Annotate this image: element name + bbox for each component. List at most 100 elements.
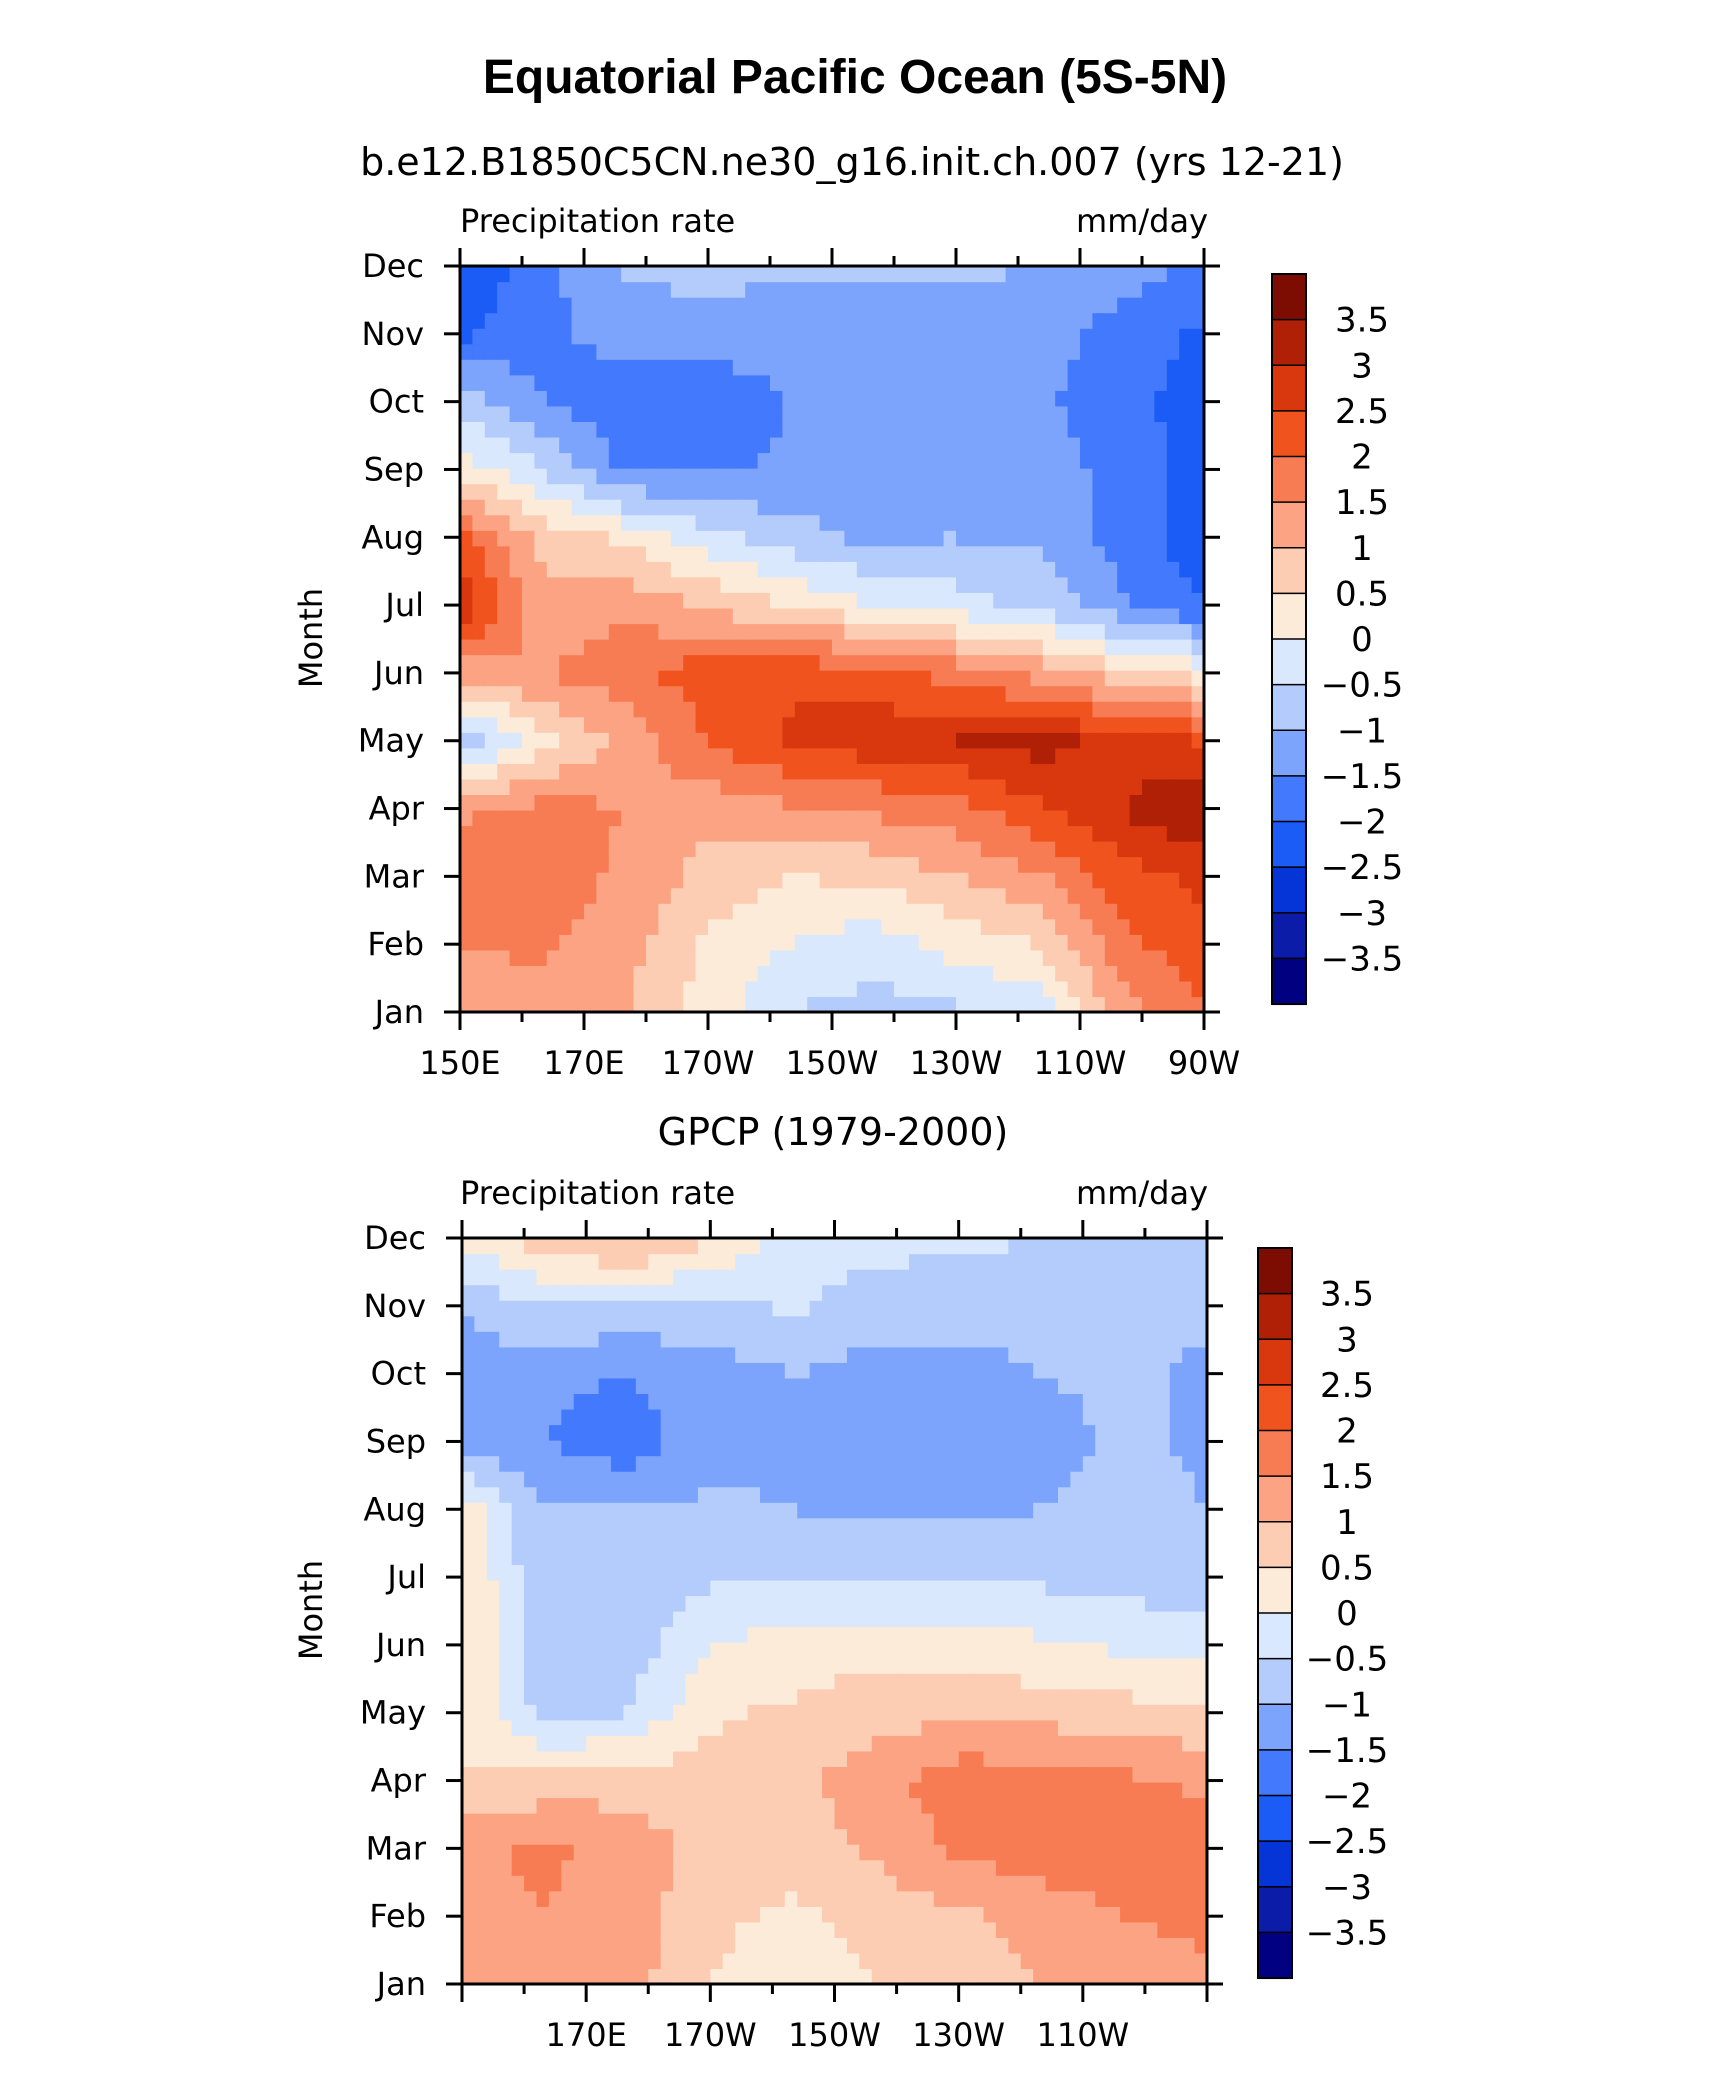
- heatmap-cell: [745, 980, 759, 998]
- heatmap-cell: [859, 1859, 873, 1876]
- heatmap-cell: [946, 1486, 960, 1503]
- heatmap-cell: [561, 1735, 575, 1752]
- heatmap-cell: [670, 405, 684, 423]
- heatmap-cell: [1070, 1595, 1084, 1612]
- heatmap-cell: [1070, 1704, 1084, 1721]
- heatmap-cell: [708, 390, 721, 407]
- heatmap-cell: [710, 1673, 724, 1690]
- heatmap-cell: [1008, 1937, 1022, 1954]
- heatmap-cell: [720, 685, 734, 702]
- heatmap-cell: [633, 405, 647, 423]
- heatmap-cell: [794, 949, 808, 966]
- heatmap-cell: [745, 747, 759, 764]
- heatmap-cell: [486, 1937, 500, 1954]
- heatmap-cell: [918, 561, 932, 578]
- heatmap-cell: [1129, 887, 1143, 904]
- heatmap-cell: [1144, 1750, 1158, 1768]
- heatmap-cell: [971, 1750, 985, 1768]
- heatmap-cell: [695, 685, 709, 702]
- heatmap-cell: [809, 1906, 823, 1923]
- heatmap-cell: [956, 328, 969, 345]
- heatmap-cell: [794, 545, 808, 562]
- heatmap-cell: [943, 639, 957, 656]
- heatmap-cell: [1157, 1517, 1171, 1534]
- heatmap-cell: [968, 856, 982, 873]
- heatmap-cell: [871, 1533, 885, 1550]
- heatmap-cell: [1095, 1579, 1109, 1597]
- heatmap-cell: [732, 514, 746, 531]
- heatmap-cell: [559, 903, 573, 920]
- heatmap-cell: [670, 499, 684, 516]
- heatmap-cell: [807, 607, 821, 625]
- heatmap-cell: [819, 328, 833, 345]
- heatmap-cell: [646, 670, 659, 687]
- heatmap-cell: [906, 266, 920, 283]
- heatmap-cell: [797, 1579, 811, 1597]
- heatmap-cell: [747, 1502, 761, 1519]
- heatmap-cell: [1142, 809, 1155, 827]
- heatmap-cell: [784, 1813, 798, 1830]
- heatmap-cell: [1045, 1657, 1059, 1674]
- heatmap-cell: [1182, 1828, 1196, 1845]
- heatmap-cell: [794, 390, 808, 407]
- heatmap-cell: [869, 934, 883, 951]
- heatmap-cell: [921, 1921, 935, 1938]
- heatmap-cell: [784, 1564, 798, 1581]
- heatmap-cell: [906, 499, 920, 516]
- heatmap-cell: [1142, 841, 1155, 858]
- heatmap-cell: [524, 1579, 538, 1597]
- heatmap-cell: [720, 576, 734, 593]
- heatmap-cell: [708, 980, 721, 998]
- heatmap-cell: [980, 980, 994, 998]
- heatmap-cell: [571, 576, 585, 593]
- heatmap-cell: [1117, 468, 1131, 485]
- heatmap-cell: [511, 1688, 525, 1705]
- heatmap-cell: [474, 1611, 488, 1628]
- heatmap-cell: [894, 328, 907, 345]
- heatmap-cell: [608, 514, 622, 531]
- heatmap-cell: [1191, 732, 1205, 749]
- heatmap-cell: [918, 872, 932, 889]
- heatmap-cell: [1092, 965, 1106, 982]
- heatmap-cell: [1092, 654, 1106, 671]
- heatmap-cell: [697, 1968, 711, 1985]
- heatmap-cell: [918, 343, 932, 360]
- heatmap-cell: [921, 1517, 935, 1534]
- heatmap-cell: [1142, 468, 1155, 485]
- heatmap-cell: [524, 1952, 538, 1970]
- heatmap-cell: [871, 1471, 885, 1488]
- heatmap-cell: [921, 1548, 935, 1565]
- heatmap-cell: [732, 530, 746, 547]
- heatmap-cell: [971, 1471, 985, 1488]
- heatmap-cell: [660, 1813, 674, 1830]
- heatmap-cell: [993, 374, 1007, 391]
- heatmap-cell: [784, 1890, 798, 1907]
- heatmap-cell: [1070, 1688, 1084, 1705]
- heatmap-cell: [621, 514, 635, 531]
- heatmap-cell: [695, 390, 709, 407]
- heatmap-cell: [859, 1595, 873, 1612]
- heatmap-cell: [722, 1486, 736, 1503]
- heatmap-cell: [1030, 374, 1044, 391]
- heatmap-cell: [1058, 1813, 1072, 1830]
- heatmap-cell: [1191, 872, 1205, 889]
- heatmap-cell: [894, 809, 907, 827]
- heatmap-cell: [983, 1626, 997, 1643]
- heatmap-cell: [646, 887, 659, 904]
- heatmap-cell: [856, 872, 870, 889]
- heatmap-cell: [846, 1548, 860, 1565]
- heatmap-cell: [995, 1611, 1009, 1628]
- heatmap-cell: [1055, 949, 1069, 966]
- heatmap-cell: [522, 328, 535, 345]
- heatmap-cell: [1095, 1719, 1109, 1736]
- heatmap-cell: [884, 1688, 898, 1705]
- heatmap-cell: [1055, 716, 1069, 733]
- heatmap-cell: [757, 390, 771, 407]
- heatmap-cell: [956, 918, 969, 935]
- heatmap-cell: [1067, 514, 1081, 531]
- heatmap-cell: [983, 1813, 997, 1830]
- heatmap-cell: [1082, 1921, 1096, 1938]
- heatmap-cell: [474, 1704, 488, 1721]
- heatmap-cell: [1018, 732, 1031, 749]
- heatmap-cell: [509, 483, 523, 500]
